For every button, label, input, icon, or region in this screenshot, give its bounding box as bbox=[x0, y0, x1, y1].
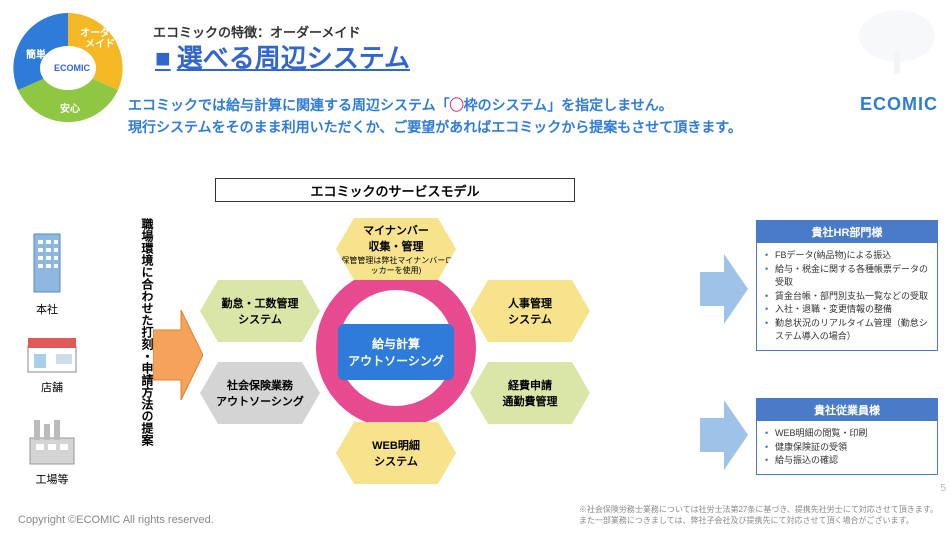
hex-top: マイナンバー 収集・管理 (保管管理は弊社マイナンバーロッカーを使用) bbox=[336, 218, 456, 280]
hex-bl-l1: 社会保険業務 bbox=[227, 377, 293, 393]
lead-part3: 現行システムをそのまま利用いただくか、ご要望があればエコミックから提案もさせて頂… bbox=[128, 119, 742, 135]
brand-logo: ECOMIC bbox=[860, 94, 938, 115]
center-l1: 給与計算 bbox=[372, 335, 420, 352]
hex-bl: 社会保険業務 アウトソーシング bbox=[200, 362, 320, 424]
panel-hr-title: 貴社HR部門様 bbox=[757, 221, 937, 243]
panel-hr-list: FBデータ(納品物)による振込 給与・税金に関する各種帳票データの受取 賃金台帳… bbox=[757, 243, 937, 350]
list-item: 入社・退職・変更情報の整備 bbox=[765, 303, 929, 317]
lead-text: エコミックでは給与計算に関連する周辺システム「◯枠のシステム」を指定しません。 … bbox=[128, 94, 742, 139]
title-text: 選べる周辺システム bbox=[177, 43, 410, 73]
disclaimer-l2: また一部業務につきましては、弊社子会社及び提携先にて対応させて頂く場合がございま… bbox=[579, 516, 914, 525]
disclaimer: ※社会保険労務士業務については社労士法第27条に基づき、提携先社労士にて対応させ… bbox=[579, 504, 938, 526]
panel-emp-list: WEB明細の閲覧・印刷 健康保険証の受領 給与振込の確認 bbox=[757, 421, 937, 474]
center-service: 給与計算 アウトソーシング bbox=[338, 324, 454, 380]
list-item: FBデータ(納品物)による振込 bbox=[765, 249, 929, 263]
hex-bot-l2: システム bbox=[374, 453, 418, 469]
tree-decoration bbox=[852, 8, 942, 78]
side-vertical-label: 職場環境に合わせた打刻・申請方法の提案 bbox=[136, 218, 154, 446]
center-l2: アウトソーシング bbox=[348, 352, 444, 369]
hex-br-l1: 経費申請 bbox=[508, 377, 552, 393]
pie-center-label: ECOMIC bbox=[48, 52, 96, 84]
hex-tr-l2: システム bbox=[508, 311, 552, 327]
list-item: 給与・税金に関する各種帳票データの受取 bbox=[765, 263, 929, 290]
lead-part2: 枠のシステム」を指定しません。 bbox=[464, 97, 673, 113]
hex-tl: 勤怠・工数管理 システム bbox=[200, 280, 320, 342]
hex-bot-l1: WEB明細 bbox=[372, 437, 420, 453]
list-item: 給与振込の確認 bbox=[765, 454, 929, 468]
page-number: 5 bbox=[940, 483, 946, 494]
hex-top-l2: 収集・管理 bbox=[369, 238, 424, 254]
hex-tl-l2: システム bbox=[238, 311, 282, 327]
hex-bot: WEB明細 システム bbox=[336, 422, 456, 484]
copyright: Copyright ©ECOMIC All rights reserved. bbox=[18, 514, 214, 526]
disclaimer-l1: ※社会保険労務士業務については社労士法第27条に基づき、提携先社労士にて対応させ… bbox=[579, 505, 938, 514]
hex-br: 経費申請 通勤費管理 bbox=[470, 362, 590, 424]
hex-top-l1: マイナンバー bbox=[363, 222, 429, 238]
hex-tl-l1: 勤怠・工数管理 bbox=[222, 295, 299, 311]
pie-seg1-label: オーダーメイド bbox=[80, 28, 120, 50]
hex-br-l2: 通勤費管理 bbox=[503, 393, 558, 409]
list-item: 勤怠状況のリアルタイム管理（勤怠システム導入の場合） bbox=[765, 317, 929, 344]
list-item: WEB明細の閲覧・印刷 bbox=[765, 427, 929, 441]
arrow-in bbox=[153, 310, 203, 400]
hex-bl-l2: アウトソーシング bbox=[216, 393, 304, 409]
list-item: 健康保険証の受領 bbox=[765, 441, 929, 455]
hex-tr-l1: 人事管理 bbox=[508, 295, 552, 311]
lead-part1: エコミックでは給与計算に関連する周辺システム「 bbox=[128, 97, 450, 113]
pie-chart: ECOMIC オーダーメイド 安心 簡単 bbox=[8, 8, 128, 128]
model-title: エコミックのサービスモデル bbox=[215, 178, 575, 202]
arrow-out-2 bbox=[700, 400, 748, 470]
panel-emp-title: 貴社従業員様 bbox=[757, 399, 937, 421]
hq-label: 本社 bbox=[22, 301, 72, 317]
panel-hr: 貴社HR部門様 FBデータ(納品物)による振込 給与・税金に関する各種帳票データ… bbox=[756, 220, 938, 351]
location-store: 店舗 bbox=[22, 332, 82, 395]
store-label: 店舗 bbox=[22, 379, 82, 395]
hex-tr: 人事管理 システム bbox=[470, 280, 590, 342]
pie-seg2-label: 安心 bbox=[60, 100, 80, 115]
panel-emp: 貴社従業員様 WEB明細の閲覧・印刷 健康保険証の受領 給与振込の確認 bbox=[756, 398, 938, 475]
location-factory: 工場等 bbox=[22, 410, 82, 487]
pie-seg3-label: 簡単 bbox=[26, 46, 46, 61]
location-hq: 本社 bbox=[22, 228, 72, 317]
factory-label: 工場等 bbox=[22, 471, 82, 487]
arrow-out-1 bbox=[700, 254, 748, 324]
hex-top-sub: (保管管理は弊社マイナンバーロッカーを使用) bbox=[336, 256, 456, 275]
page-title: ■選べる周辺システム bbox=[155, 38, 410, 75]
list-item: 賃金台帳・部門別支払一覧などの受取 bbox=[765, 290, 929, 304]
lead-red: ◯ bbox=[450, 97, 464, 113]
